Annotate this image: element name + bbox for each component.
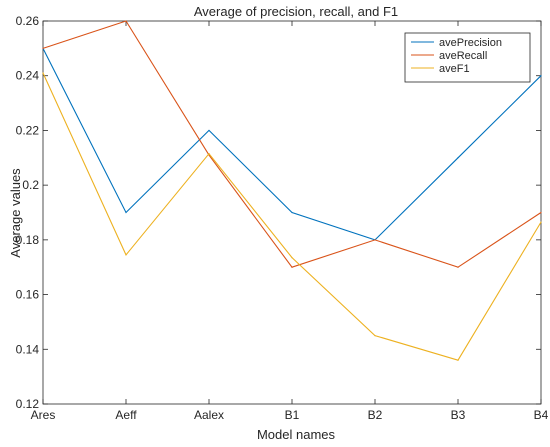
data-point-aveF1 [457,359,459,361]
x-tick-label: B3 [451,408,466,422]
legend-box [404,32,531,83]
y-tick-label: 0.12 [16,397,40,411]
data-point-avePrecision [291,211,293,214]
data-point-aveRecall [540,211,542,214]
x-tick-label: Aalex [194,408,224,422]
y-tick-label: 0.24 [16,69,40,83]
y-axis-label: Average values [8,168,23,258]
data-point-aveF1 [374,335,376,337]
legend-label: avePrecision [439,37,502,49]
y-tick-label: 0.18 [16,233,40,247]
x-tick-label: B4 [534,408,549,422]
legend-label: aveRecall [439,50,487,62]
data-point-aveRecall [291,266,293,268]
data-point-aveRecall [374,239,376,241]
data-point-aveF1 [208,153,210,155]
y-tick-label: 0.14 [16,342,40,356]
data-point-aveRecall [42,47,44,49]
x-axis-label: Model names [257,427,336,442]
data-point-aveF1 [125,254,127,256]
data-point-avePrecision [125,211,127,214]
y-tick-label: 0.22 [16,123,40,137]
y-tick-label: 0.16 [16,288,40,302]
x-tick-label: Aeff [115,408,137,422]
data-point-aveF1 [291,257,293,259]
data-point-avePrecision [208,129,210,132]
legend-label: aveF1 [439,63,470,75]
data-point-aveRecall [125,20,127,22]
data-point-aveF1 [540,221,542,223]
x-tick-label: B1 [285,408,300,422]
x-tick-label: B2 [368,408,383,422]
series-lines [42,20,542,361]
data-point-aveRecall [457,266,459,268]
chart-title: Average of precision, recall, and F1 [194,4,398,19]
x-tick-label: Ares [31,408,56,422]
y-tick-label: 0.2 [22,178,39,192]
data-point-avePrecision [540,75,542,77]
series-line-aveF1 [42,72,542,361]
y-tick-label: 0.26 [16,14,40,28]
data-point-avePrecision [457,157,459,159]
data-point-aveF1 [42,72,44,74]
axes: 0.12 0.14 0.16 0.18 0.2 0.22 0.24 0.26 Ares Aeff A… [16,14,549,422]
